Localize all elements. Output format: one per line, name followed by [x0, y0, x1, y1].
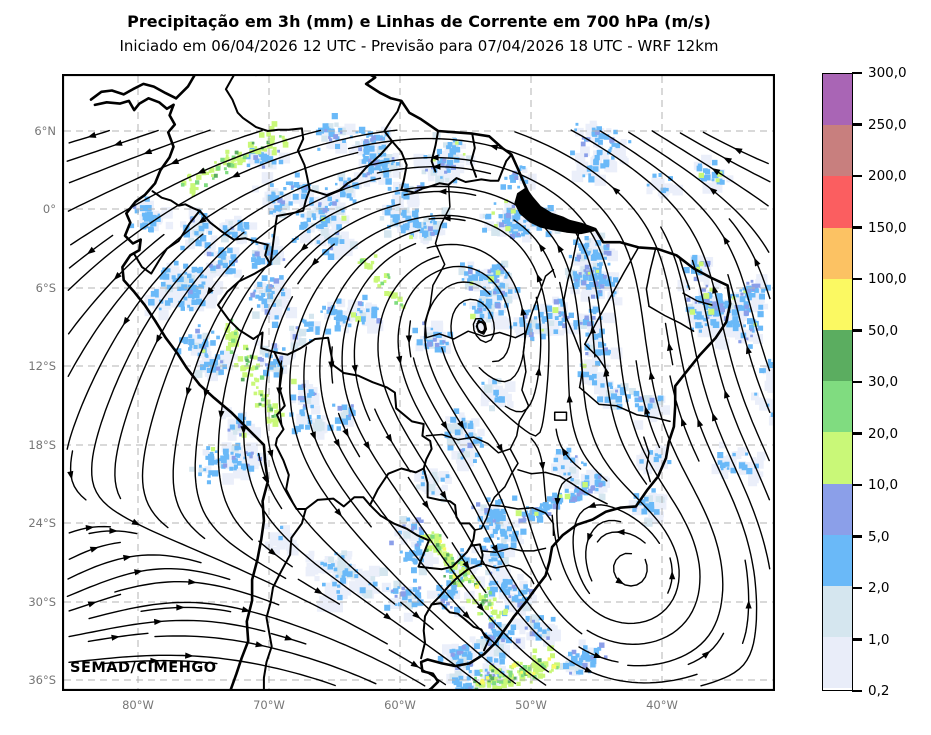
colorbar-segment	[823, 534, 852, 586]
page-title: Precipitação em 3h (mm) e Linhas de Corr…	[127, 12, 711, 31]
watermark: SEMAD/CIMEHGO	[70, 660, 217, 676]
colorbar-tick	[852, 226, 862, 229]
lat-tick-label: 0°	[42, 202, 56, 216]
colorbar-tick-label: 30,0	[868, 374, 899, 390]
lat-tick-label: 30°S	[28, 595, 56, 609]
colorbar-tick-label: 1,0	[868, 631, 890, 648]
precip-light	[147, 122, 735, 684]
coastlines-borders	[89, 76, 732, 689]
colorbar-tick	[852, 174, 862, 178]
colorbar-segment	[823, 381, 852, 433]
colorbar-tick-label: 300,0	[868, 65, 907, 81]
colorbar-segment	[823, 329, 852, 382]
colorbar-tick-label: 150,0	[868, 219, 907, 236]
precip-blue	[129, 113, 773, 689]
colorbar-tick-label: 0,2	[868, 683, 890, 699]
colorbar-tick	[852, 380, 862, 384]
lat-tick-label: 6°S	[35, 281, 56, 295]
colorbar-tick-label: 250,0	[868, 116, 907, 133]
map-panel: SEMAD/CIMEHGO	[62, 74, 775, 691]
colorbar-tick-label: 50,0	[868, 322, 899, 339]
colorbar-tick	[852, 535, 862, 538]
colorbar-tick	[852, 638, 862, 641]
lon-tick-label: 50°W	[515, 698, 547, 712]
lat-tick-label: 12°S	[28, 359, 56, 373]
precip-green	[181, 121, 758, 689]
precip-pale	[134, 120, 773, 689]
colorbar-tick	[852, 329, 862, 332]
colorbar-tick-label: 10,0	[868, 477, 899, 493]
colorbar-segment	[823, 176, 852, 228]
lon-tick-label: 40°W	[646, 698, 678, 712]
lat-tick-label: 24°S	[28, 516, 56, 530]
page-subtitle: Iniciado em 06/04/2026 12 UTC - Previsão…	[119, 37, 719, 55]
colorbar-tick	[852, 586, 862, 590]
colorbar-segment	[823, 637, 852, 689]
colorbar-tick	[852, 71, 862, 75]
precipitation-layer	[129, 113, 773, 689]
colorbar-tick-label: 20,0	[868, 425, 899, 442]
colorbar-tick	[852, 277, 862, 281]
colorbar-segment	[823, 125, 852, 177]
colorbar-tick	[852, 123, 862, 126]
colorbar-tick-label: 2,0	[868, 580, 890, 596]
colorbar-tick	[852, 689, 862, 693]
lon-tick-label: 70°W	[253, 698, 285, 712]
lat-tick-label: 6°N	[34, 124, 56, 138]
weather-map-canvas	[62, 74, 775, 691]
colorbar	[822, 73, 853, 691]
colorbar-segment	[823, 585, 852, 638]
lon-tick-label: 80°W	[122, 698, 154, 712]
colorbar-segment	[823, 483, 852, 535]
colorbar-segment	[823, 227, 852, 279]
lon-tick-label: 60°W	[384, 698, 416, 712]
colorbar-tick	[852, 483, 862, 487]
map-frame	[62, 74, 775, 691]
lat-tick-label: 18°S	[28, 438, 56, 452]
colorbar-segment	[823, 278, 852, 330]
colorbar-tick-label: 200,0	[868, 168, 907, 184]
colorbar-segment	[823, 432, 852, 484]
colorbar-tick-label: 100,0	[868, 271, 907, 287]
colorbar-tick	[852, 432, 862, 435]
colorbar-tick-label: 5,0	[868, 528, 890, 545]
colorbar-segment	[823, 74, 852, 126]
lat-tick-label: 36°S	[28, 673, 56, 687]
